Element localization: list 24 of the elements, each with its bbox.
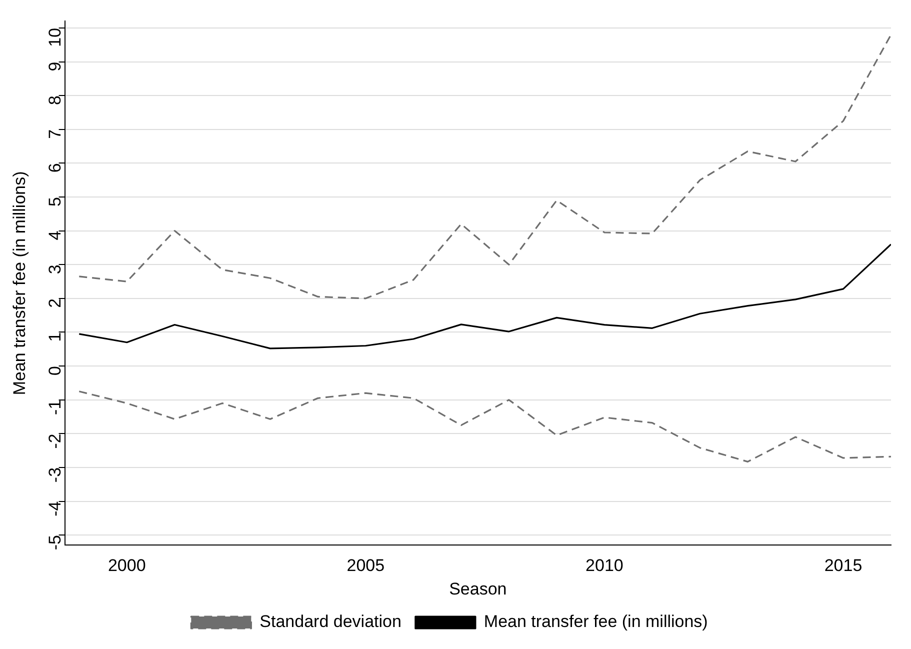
- y-tick-label: 9: [45, 62, 64, 72]
- y-tick-label: 8: [45, 96, 64, 106]
- y-tick-label: -4: [45, 501, 64, 516]
- x-tick-label: 2005: [346, 556, 385, 576]
- y-tick-label: 5: [45, 196, 64, 206]
- x-tick-label: 2010: [586, 556, 624, 576]
- y-tick-label: 4: [45, 230, 64, 240]
- x-axis-title: Season: [449, 579, 507, 598]
- y-tick-label: 6: [45, 163, 64, 173]
- y-tick-label: -5: [45, 535, 64, 550]
- x-tick-label: 2015: [824, 556, 862, 576]
- x-tick-label: 2000: [108, 556, 146, 576]
- y-tick-label: 1: [45, 332, 64, 342]
- legend-label: Standard deviation: [260, 612, 402, 632]
- y-tick-label: 7: [45, 129, 64, 139]
- y-axis-title: Mean transfer fee (in millions): [10, 171, 29, 396]
- y-tick-label: 10: [45, 28, 64, 47]
- y-tick-label: -2: [45, 434, 64, 449]
- y-tick-label: 0: [45, 366, 64, 376]
- y-tick-label: -3: [45, 467, 64, 483]
- y-tick-label: -1: [45, 400, 64, 415]
- legend-label: Mean transfer fee (in millions): [484, 612, 708, 632]
- y-tick-label: 2: [45, 298, 64, 308]
- y-tick-label: 3: [45, 264, 64, 274]
